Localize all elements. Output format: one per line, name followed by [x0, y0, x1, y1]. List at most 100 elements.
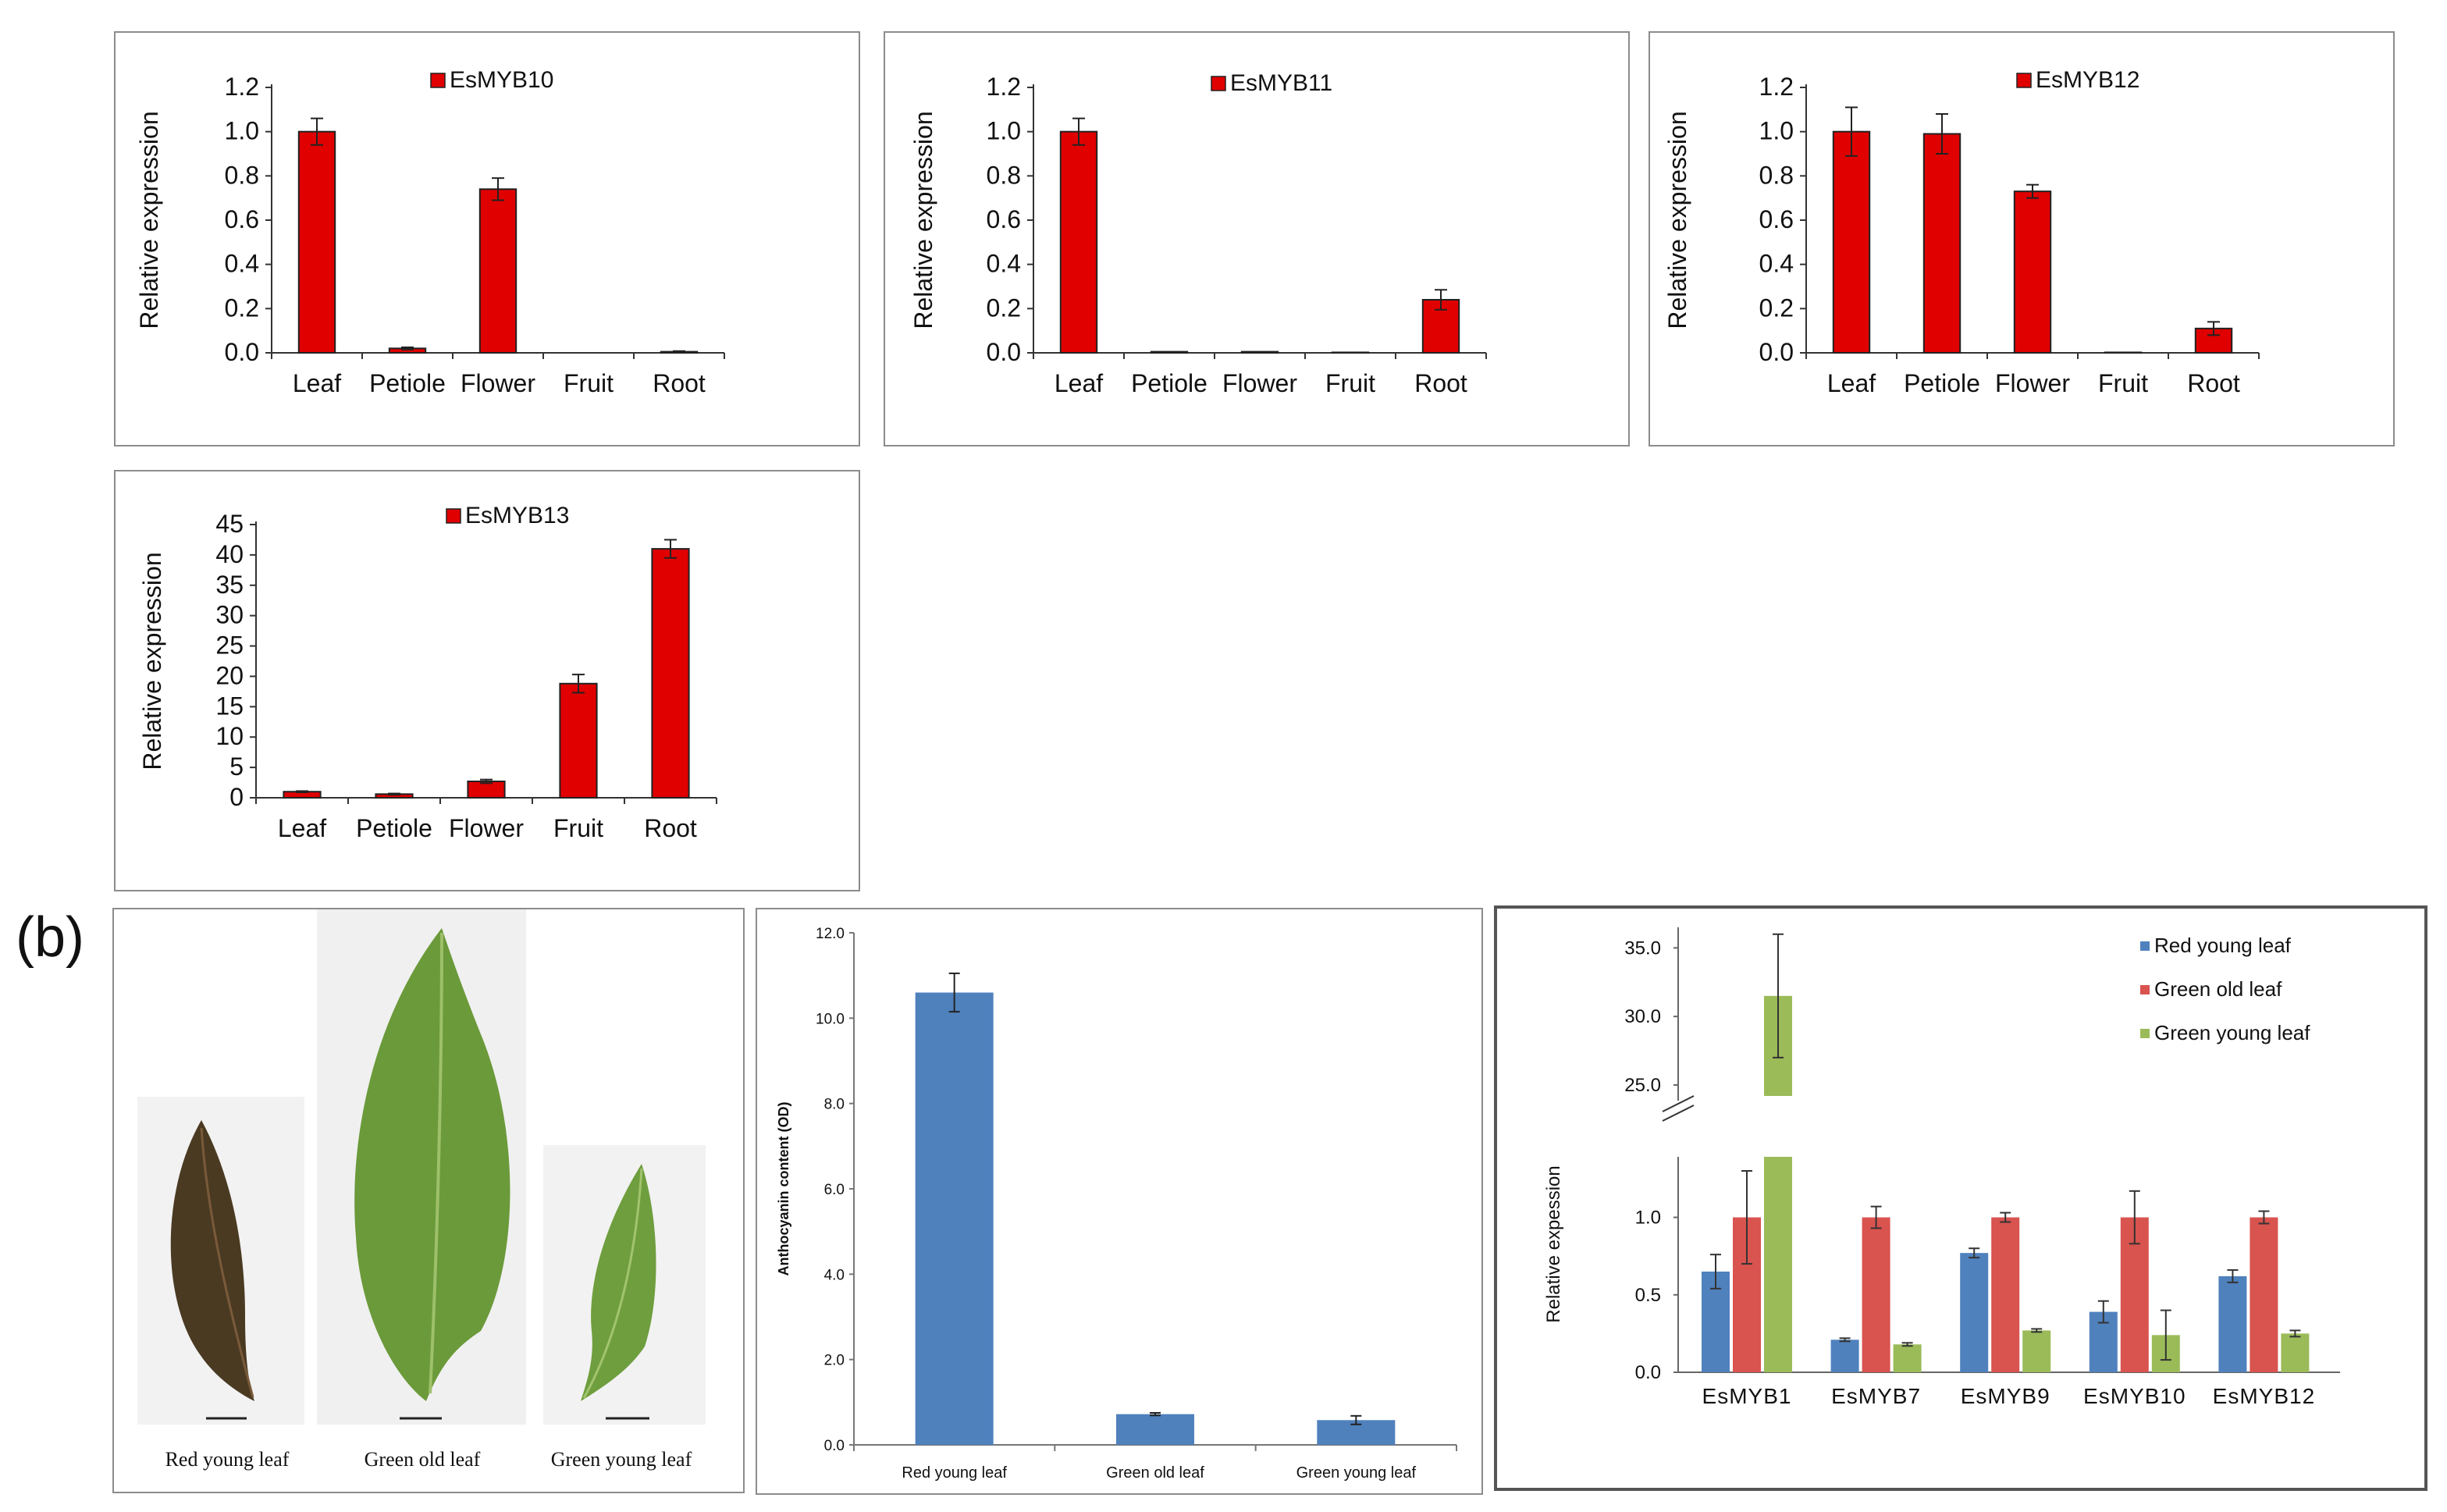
chart-panel-anthocyanin: 0.0 2.0 4.0 6.0 8.0 10.0 12.0 Red young leaf Gre…	[756, 908, 1483, 1495]
x-tick-label: Petiole	[1904, 369, 1980, 397]
legend-label: Green old leaf	[2154, 977, 2282, 1001]
bar-2	[1116, 1414, 1194, 1445]
y-tick-label: 10	[215, 722, 244, 750]
caption-red-young-leaf: Red young leaf	[165, 1448, 290, 1471]
bar-leaf	[297, 130, 336, 354]
x-tick-label: Flower	[461, 369, 535, 397]
x-tick-label: Fruit	[553, 814, 603, 842]
y-axis-label: Relative expression	[1663, 111, 1691, 329]
y-tick-label: 0.5	[1635, 1285, 1661, 1306]
bar-esmyb12-s3	[2281, 1333, 2310, 1372]
bar-fruit	[2104, 351, 2143, 354]
y-tick-label: 45	[215, 510, 244, 538]
y-tick-label: 12.0	[816, 926, 845, 942]
y-tick-label: 0.0	[987, 338, 1021, 366]
bar-esmyb7-s3	[1893, 1344, 1922, 1372]
bar-esmyb9-s3	[2022, 1330, 2051, 1372]
y-tick-label: 0.8	[987, 161, 1021, 189]
y-tick-label: 0.4	[225, 250, 259, 278]
bar-esmyb7-s2	[1862, 1217, 1890, 1372]
axis-break-mark	[1662, 1095, 1695, 1112]
x-tick-label: Flower	[449, 814, 524, 842]
y-tick-label: 2.0	[824, 1353, 845, 1369]
y-tick-label: 0.4	[1759, 250, 1794, 278]
legend-swatch	[2140, 1029, 2150, 1038]
chart-esmyb12: 0.0 0.2 0.4 0.6 0.8 1.0 1.2 Leaf Petiole Flower Fr…	[1663, 67, 2260, 397]
legend-label: EsMYB12	[2036, 67, 2139, 93]
bar-flower	[2013, 190, 2052, 354]
legend-label: EsMYB11	[1230, 70, 1332, 96]
y-tick-label: 0.2	[1759, 294, 1794, 322]
bar-petiole	[1150, 350, 1189, 354]
x-tick-label: EsMYB1	[1702, 1384, 1792, 1408]
y-tick-label: 15	[215, 692, 244, 720]
x-tick-label: Leaf	[278, 814, 326, 842]
x-tick-label: Root	[644, 814, 697, 842]
x-tick-label: Fruit	[2098, 369, 2148, 397]
y-tick-label: 25.0	[1624, 1075, 1661, 1096]
y-tick-label: 0.8	[225, 161, 259, 189]
axis-break-mark	[1662, 1105, 1695, 1122]
legend-label: EsMYB13	[465, 503, 569, 528]
bar-fruit	[559, 682, 598, 799]
x-tick-label: EsMYB12	[2213, 1384, 2316, 1408]
y-tick-label: 0.8	[1759, 161, 1794, 189]
bar-esmyb1-s3-lower	[1764, 1157, 1792, 1372]
y-axis-label: Relative expression	[909, 111, 937, 329]
caption-green-young-leaf: Green young leaf	[550, 1448, 692, 1471]
x-tick-label: Green young leaf	[1296, 1464, 1417, 1482]
y-tick-label: 5	[229, 752, 244, 781]
y-tick-label: 40	[215, 540, 244, 568]
panel-label-b: (b)	[16, 906, 84, 969]
y-tick-label: 0.2	[987, 294, 1021, 322]
y-tick-label: 0.0	[824, 1438, 845, 1454]
y-tick-label: 0.2	[225, 294, 259, 322]
legend-label: Red young leaf	[2154, 934, 2292, 957]
legend-label: EsMYB10	[450, 67, 553, 93]
bar-flower	[1240, 350, 1279, 354]
y-tick-label: 0.4	[987, 250, 1021, 278]
chart-panel-leafcolor: 0.0 0.5 1.0 25.0 30.0 35.0 EsMYB1 EsMYB7 EsMYB9 E…	[1494, 905, 2427, 1491]
x-tick-label: Fruit	[564, 369, 614, 397]
y-tick-label: 30	[215, 601, 244, 629]
bar-leaf	[1059, 130, 1098, 354]
legend-swatch	[2140, 985, 2150, 994]
x-tick-label: Flower	[1222, 369, 1297, 397]
x-tick-label: Leaf	[293, 369, 341, 397]
x-tick-label: EsMYB9	[1961, 1384, 2050, 1408]
y-tick-label: 1.2	[225, 73, 259, 101]
y-tick-label: 0.6	[1759, 205, 1794, 233]
legend-swatch	[430, 73, 446, 88]
bar-1	[915, 992, 994, 1445]
chart-panel-esmyb10: 0.0 0.2 0.4 0.6 0.8 1.0 1.2 Leaf Petiole Flower Fr…	[114, 31, 860, 446]
y-tick-label: 6.0	[824, 1182, 845, 1198]
x-tick-label: Root	[653, 369, 706, 397]
bar-root	[651, 548, 690, 799]
y-axis-label: Relative expession	[1543, 1165, 1564, 1322]
y-tick-label: 1.0	[225, 117, 259, 145]
y-tick-label: 0.6	[225, 205, 259, 233]
y-tick-label: 0	[229, 783, 244, 811]
chart-esmyb11: 0.0 0.2 0.4 0.6 0.8 1.0 1.2 Leaf Petiole Flower Fr…	[909, 70, 1487, 397]
y-tick-label: 35.0	[1624, 937, 1661, 959]
y-axis-label: Relative expression	[135, 111, 163, 329]
bar-fruit	[1331, 351, 1370, 354]
y-tick-label: 30.0	[1624, 1006, 1661, 1027]
chart-leafcolor: 0.0 0.5 1.0 25.0 30.0 35.0 EsMYB1 EsMYB7 EsMYB9 E…	[1543, 927, 2340, 1408]
x-tick-label: Flower	[1995, 369, 2070, 397]
chart-panel-esmyb11: 0.0 0.2 0.4 0.6 0.8 1.0 1.2 Leaf Petiole Flower Fr…	[884, 31, 1630, 446]
leaf-photos	[137, 909, 706, 1425]
x-tick-label: EsMYB10	[2083, 1384, 2186, 1408]
x-tick-label: Root	[2187, 369, 2240, 397]
y-tick-label: 1.2	[987, 73, 1021, 101]
bar-esmyb7-s1	[1830, 1339, 1859, 1372]
legend-swatch	[446, 508, 461, 524]
bar-esmyb12-s2	[2250, 1217, 2278, 1372]
y-tick-label: 1.0	[1635, 1208, 1661, 1229]
y-tick-label: 4.0	[824, 1267, 845, 1283]
y-tick-label: 1.0	[1759, 117, 1794, 145]
x-tick-label: Petiole	[369, 369, 446, 397]
caption-green-old-leaf: Green old leaf	[364, 1448, 481, 1471]
x-tick-label: Petiole	[1131, 369, 1207, 397]
